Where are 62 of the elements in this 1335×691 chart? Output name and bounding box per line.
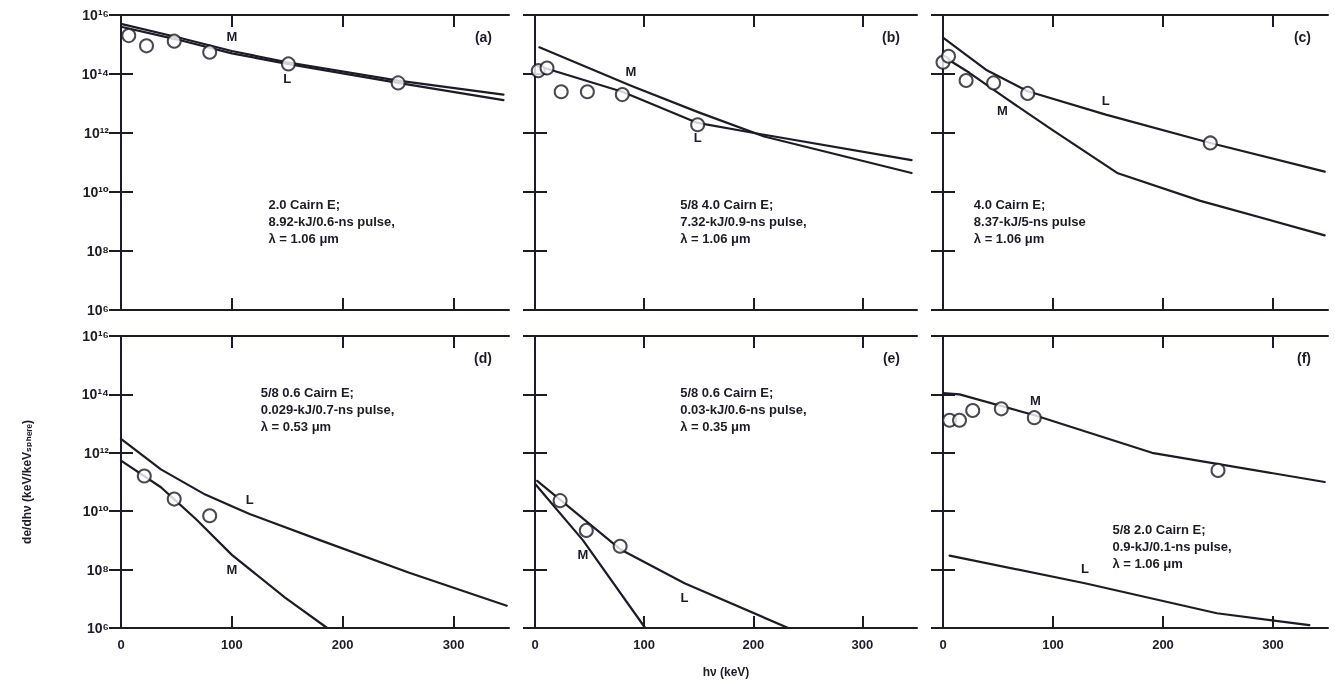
text: (d) bbox=[474, 350, 493, 366]
annotation: 0.029-kJ/0.7-ns pulse, bbox=[260, 401, 395, 417]
y-tick-label: 10⁶ bbox=[86, 302, 109, 318]
y-tick-label: 10¹⁴ bbox=[81, 386, 110, 403]
annotation: 0.03-kJ/0.6-ns pulse, bbox=[680, 401, 807, 417]
x-tick-label: 300 bbox=[442, 637, 465, 652]
y-axis-title: de/dhν (keV/keVₛₚₕₑᵣₑ) bbox=[20, 420, 34, 544]
x-tick-label: 200 bbox=[742, 637, 765, 652]
annotation: 7.32-kJ/0.9-ns pulse, bbox=[680, 213, 807, 229]
annotation: λ = 1.06 μm bbox=[973, 230, 1045, 246]
y-tick-label: 10⁶ bbox=[86, 620, 109, 636]
annotation: λ = 1.06 μm bbox=[680, 230, 751, 246]
annotation: 8.37-kJ/5-ns pulse bbox=[973, 213, 1086, 229]
x-tick-label: 100 bbox=[221, 637, 243, 652]
annotation: 4.0 Cairn E; bbox=[973, 196, 1046, 212]
y-tick-label: 10¹² bbox=[84, 444, 110, 461]
annotation: λ = 0.53 μm bbox=[260, 418, 332, 434]
y-tick-label: 10¹⁶ bbox=[82, 328, 109, 344]
y-tick-label: 10¹⁰ bbox=[82, 503, 109, 520]
series-label: M bbox=[625, 63, 637, 79]
series-label: L bbox=[283, 70, 292, 86]
annotation: 5/8 0.6 Cairn E; bbox=[260, 384, 354, 400]
text: (e) bbox=[882, 350, 901, 366]
y-tick-label: 10¹⁶ bbox=[82, 7, 109, 23]
text: (f) bbox=[1297, 350, 1312, 366]
legend-label: M bbox=[226, 29, 238, 45]
y-tick-label: 10¹⁴ bbox=[81, 66, 110, 82]
y-tick-label: 10¹² bbox=[84, 125, 110, 141]
series-label: L bbox=[693, 129, 702, 145]
annotation: 5/8 4.0 Cairn E; bbox=[680, 196, 774, 212]
y-tick-label: 10¹⁰ bbox=[82, 184, 109, 200]
x-axis-title: hν (keV) bbox=[702, 665, 750, 679]
annotation: λ = 1.06 μm bbox=[1112, 555, 1183, 571]
text: (a) bbox=[474, 29, 493, 45]
x-tick-label: 0 bbox=[117, 637, 125, 652]
annotation: λ = 0.35 μm bbox=[680, 418, 751, 434]
x-tick-label: 0 bbox=[939, 637, 947, 652]
x-tick-label: 100 bbox=[633, 637, 655, 652]
series-label: L bbox=[680, 590, 689, 606]
annotation: 0.9-kJ/0.1-ns pulse, bbox=[1112, 538, 1232, 554]
series-label: L bbox=[1080, 561, 1089, 577]
text: (b) bbox=[882, 29, 901, 45]
y-tick-label: 10⁸ bbox=[86, 561, 109, 578]
annotation: 5/8 2.0 Cairn E; bbox=[1112, 521, 1206, 537]
x-tick-label: 200 bbox=[1152, 637, 1174, 652]
text: (c) bbox=[1293, 29, 1312, 45]
series-label: M bbox=[226, 561, 238, 577]
series-label: L bbox=[245, 492, 254, 508]
annotation: 5/8 0.6 Cairn E; bbox=[680, 384, 774, 400]
annotation: λ = 1.06 μm bbox=[268, 230, 339, 246]
x-tick-label: 200 bbox=[331, 637, 354, 652]
x-tick-label: 300 bbox=[851, 637, 874, 652]
annotation: 2.0 Cairn E; bbox=[268, 196, 340, 212]
x-tick-label: 0 bbox=[531, 637, 539, 652]
series-label: M bbox=[577, 547, 589, 563]
series-label: M bbox=[996, 102, 1008, 118]
x-tick-label: 300 bbox=[1262, 637, 1284, 652]
annotation: 8.92-kJ/0.6-ns pulse, bbox=[268, 213, 395, 229]
y-tick-label: 10⁸ bbox=[86, 243, 109, 259]
x-tick-label: 100 bbox=[1042, 637, 1064, 652]
series-label: L bbox=[1101, 92, 1110, 108]
series-label: M bbox=[1029, 393, 1041, 409]
